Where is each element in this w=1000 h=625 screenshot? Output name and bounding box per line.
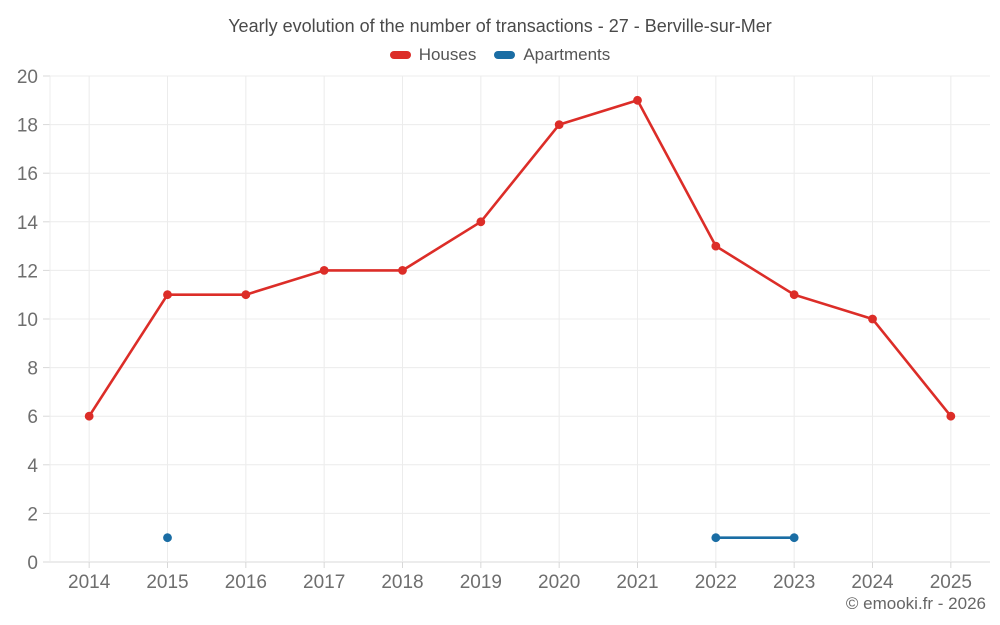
data-point-houses — [633, 95, 642, 105]
y-tick-label: 12 — [17, 261, 38, 282]
x-tick-label: 2014 — [68, 572, 111, 593]
x-tick-label: 2016 — [225, 572, 267, 593]
y-tick-label: 6 — [27, 407, 38, 428]
x-tick-label: 2017 — [303, 572, 345, 593]
x-tick-label: 2022 — [695, 572, 737, 593]
data-point-houses — [84, 411, 94, 421]
y-tick-label: 16 — [17, 164, 38, 185]
data-point-houses — [163, 290, 172, 300]
data-point-apartments — [163, 533, 172, 543]
legend-item-houses[interactable]: Houses — [389, 45, 477, 65]
legend-swatch-apartments-icon — [494, 51, 516, 59]
data-point-houses — [946, 411, 956, 421]
x-tick-label: 2019 — [460, 572, 502, 593]
y-tick-label: 18 — [17, 116, 38, 137]
x-tick-label: 2023 — [773, 572, 815, 593]
data-point-houses — [319, 266, 329, 275]
data-point-apartments — [711, 533, 721, 543]
x-tick-label: 2020 — [538, 572, 580, 593]
x-tick-label: 2021 — [616, 572, 658, 593]
y-tick-label: 14 — [17, 213, 39, 234]
y-tick-label: 8 — [27, 359, 38, 380]
data-point-houses — [476, 217, 486, 227]
y-tick-label: 0 — [27, 553, 38, 574]
y-tick-label: 2 — [27, 504, 38, 525]
data-point-houses — [241, 290, 251, 300]
legend-item-apartments[interactable]: Apartments — [494, 45, 610, 65]
chart-title: Yearly evolution of the number of transa… — [228, 16, 772, 36]
data-point-houses — [398, 266, 407, 275]
data-point-houses — [554, 120, 564, 129]
data-point-houses — [868, 314, 877, 324]
x-tick-label: 2015 — [146, 572, 188, 593]
y-tick-label: 20 — [17, 67, 38, 88]
x-tick-label: 2018 — [381, 572, 423, 593]
x-tick-label: 2024 — [851, 572, 894, 593]
data-point-houses — [711, 241, 721, 251]
legend-label-apartments: Apartments — [523, 45, 611, 64]
data-point-houses — [789, 290, 799, 300]
legend-swatch-houses-icon — [389, 51, 411, 59]
data-point-apartments — [789, 533, 799, 543]
series-line-houses — [88, 98, 952, 418]
y-tick-label: 4 — [27, 456, 38, 477]
x-tick-label: 2025 — [930, 572, 972, 593]
y-tick-label: 10 — [17, 310, 38, 331]
legend-label-houses: Houses — [418, 45, 477, 64]
legend: Houses Apartments — [0, 45, 1000, 65]
copyright-text: © emooki.fr - 2026 — [845, 594, 986, 613]
